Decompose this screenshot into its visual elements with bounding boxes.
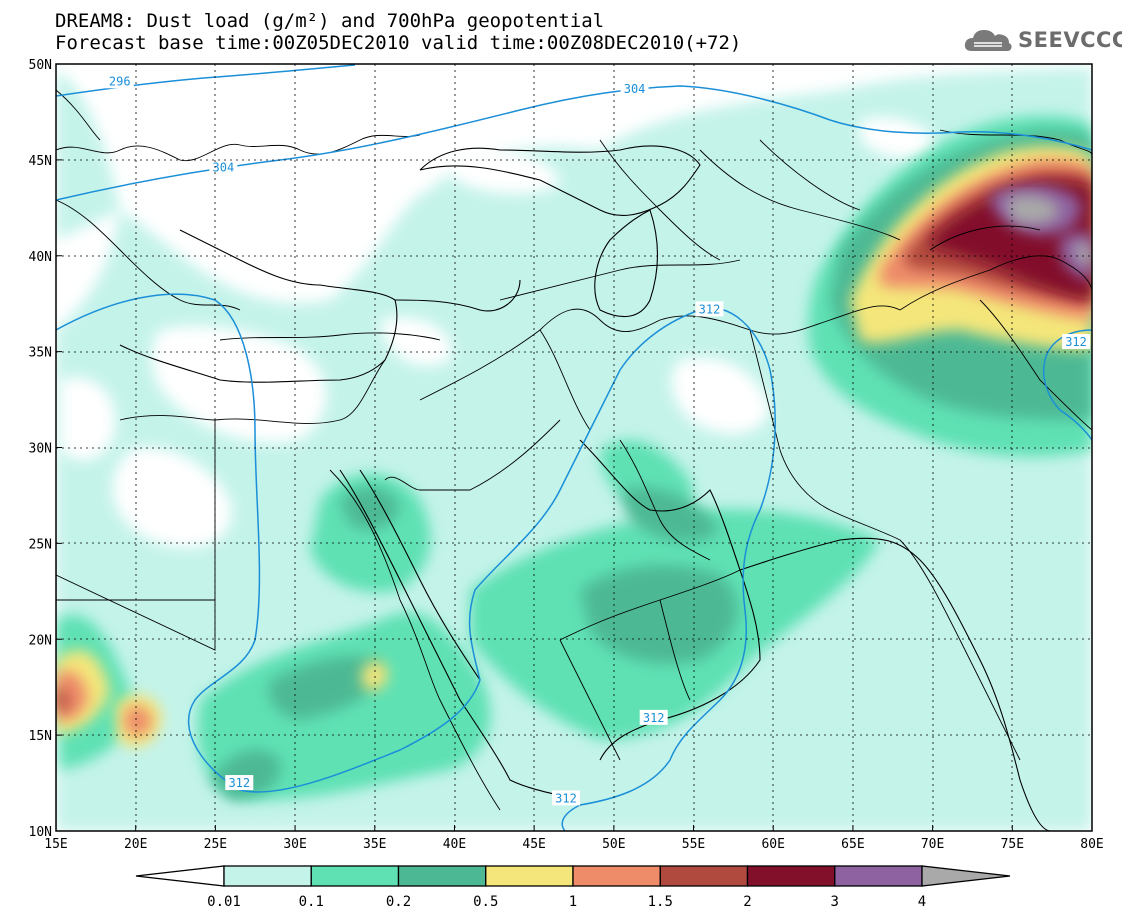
contour-label: 296	[109, 74, 131, 88]
colorbar-segment	[310, 865, 400, 887]
contour-labels: 296 304 304 312 312 312 312 312	[105, 73, 1091, 806]
colorbar-label: 0.5	[473, 894, 498, 910]
colorbar-under-triangle	[135, 865, 225, 887]
colorbar-segment	[485, 865, 574, 887]
x-tick-label: 25E	[204, 837, 227, 852]
contour-label-bg	[552, 790, 581, 806]
grid-lines	[56, 64, 1092, 831]
y-tick-label: 35N	[29, 346, 52, 361]
y-tick-label: 30N	[29, 442, 52, 457]
contour-label-bg	[639, 709, 668, 725]
title-line-2: Forecast base time:00Z05DEC2010 valid ti…	[55, 32, 742, 54]
dust-level-4	[1005, 194, 1092, 268]
logo: SEEVCCC	[962, 22, 1122, 58]
colorbar-segment	[834, 865, 923, 887]
y-tick-label: 25N	[29, 537, 52, 552]
contour-label: 312	[643, 711, 665, 725]
colorbar-segment	[223, 865, 312, 887]
x-tick-label: 35E	[363, 837, 386, 852]
axis-ticks: 15E 20E 25E 30E 35E 40E 45E 50E 55E 60E 65E 70E 75E 8…	[29, 58, 1104, 852]
colorbar-segment	[659, 865, 749, 887]
x-tick-label: 75E	[1001, 837, 1024, 852]
y-tick-label: 45N	[29, 154, 52, 169]
dust-layer	[56, 68, 1092, 831]
colorbar-segment	[746, 865, 836, 887]
y-tick-label: 10N	[29, 825, 52, 840]
contour-label-bg	[105, 73, 134, 89]
title-line-1: DREAM8: Dust load (g/m²) and 700hPa geop…	[55, 10, 605, 32]
contour-label: 304	[624, 82, 646, 96]
x-tick-label: 50E	[602, 837, 625, 852]
x-tick-label: 40E	[443, 837, 466, 852]
x-tick-label: 70E	[921, 837, 944, 852]
colorbar-label: 0.1	[299, 894, 324, 910]
colorbar-segment	[572, 865, 661, 887]
colorbar-label: 0.01	[207, 894, 241, 910]
x-tick-label: 20E	[124, 837, 147, 852]
x-tick-label: 65E	[841, 837, 864, 852]
contour-label-bg	[1062, 334, 1091, 350]
contour-label-bg	[695, 301, 724, 317]
colorbar-label: 2	[743, 894, 751, 910]
colorbar: 0.01 0.1 0.2 0.5 1 1.5 2 3 4	[135, 865, 1011, 910]
colorbar-label: 1.5	[648, 894, 673, 910]
y-tick-label: 50N	[29, 58, 52, 73]
contour-label: 304	[213, 161, 235, 175]
colorbar-label: 4	[918, 894, 926, 910]
dust-clear-areas	[60, 117, 936, 548]
colorbar-label: 0.2	[386, 894, 411, 910]
contour-label-bg	[225, 775, 254, 791]
contour-label-bg	[209, 159, 238, 175]
y-tick-label: 15N	[29, 729, 52, 744]
contour-label: 312	[228, 776, 250, 790]
cloud-icon	[964, 30, 1012, 51]
logo-text: SEEVCCC	[1018, 28, 1122, 52]
x-tick-label: 80E	[1080, 837, 1103, 852]
colorbar-over-triangle	[921, 865, 1011, 887]
contour-label: 312	[699, 302, 721, 316]
x-tick-label: 15E	[44, 837, 67, 852]
contour-label-bg	[620, 80, 649, 96]
colorbar-label: 3	[831, 894, 839, 910]
x-tick-label: 55E	[682, 837, 705, 852]
x-tick-label: 30E	[283, 837, 306, 852]
colorbar-segment	[397, 865, 487, 887]
colorbar-label: 1	[569, 894, 577, 910]
y-tick-label: 40N	[29, 250, 52, 265]
contour-label: 312	[555, 791, 577, 805]
y-tick-label: 20N	[29, 633, 52, 648]
contour-label: 312	[1065, 335, 1087, 349]
x-tick-label: 60E	[761, 837, 784, 852]
x-tick-label: 45E	[522, 837, 545, 852]
borders	[56, 89, 1092, 811]
